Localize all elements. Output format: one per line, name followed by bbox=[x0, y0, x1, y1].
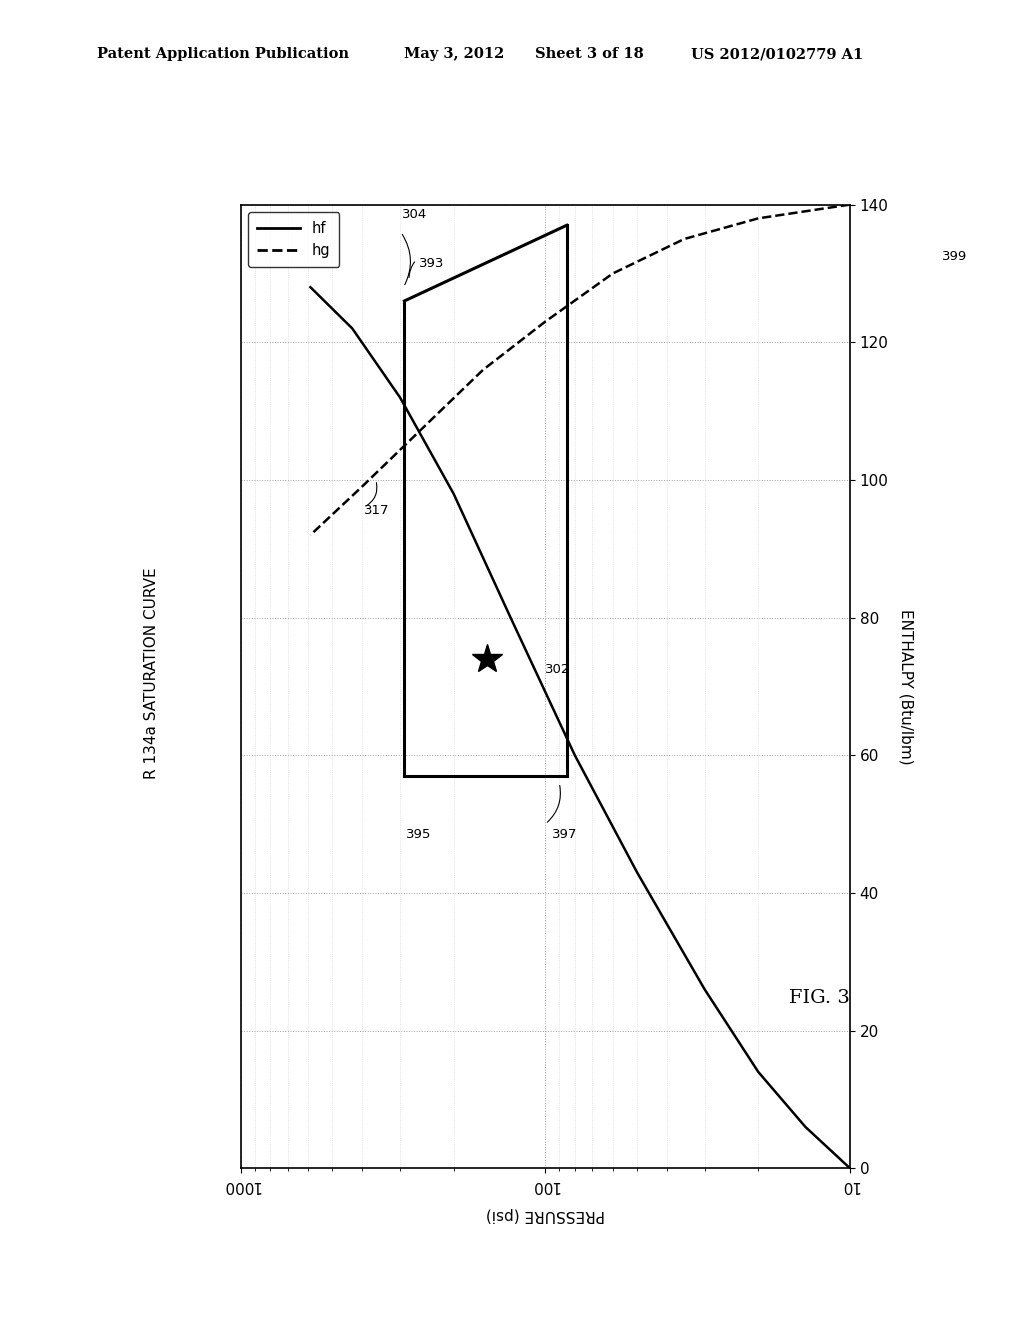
X-axis label: PRESSURE (psi): PRESSURE (psi) bbox=[485, 1206, 605, 1222]
Text: FIG. 3: FIG. 3 bbox=[788, 989, 850, 1007]
Text: 304: 304 bbox=[402, 209, 427, 222]
Text: US 2012/0102779 A1: US 2012/0102779 A1 bbox=[691, 48, 863, 61]
Text: 393: 393 bbox=[419, 256, 444, 269]
Y-axis label: ENTHALPY (Btu/lbm): ENTHALPY (Btu/lbm) bbox=[898, 609, 913, 764]
Text: Sheet 3 of 18: Sheet 3 of 18 bbox=[535, 48, 643, 61]
Text: 395: 395 bbox=[407, 828, 431, 841]
Text: May 3, 2012: May 3, 2012 bbox=[404, 48, 505, 61]
Text: 399: 399 bbox=[942, 249, 967, 263]
Text: Patent Application Publication: Patent Application Publication bbox=[97, 48, 349, 61]
Legend: hf, hg: hf, hg bbox=[248, 213, 340, 267]
Text: 317: 317 bbox=[364, 504, 389, 517]
Text: R 134a SATURATION CURVE: R 134a SATURATION CURVE bbox=[144, 568, 159, 779]
Text: 302: 302 bbox=[545, 663, 570, 676]
Text: 397: 397 bbox=[552, 828, 578, 841]
